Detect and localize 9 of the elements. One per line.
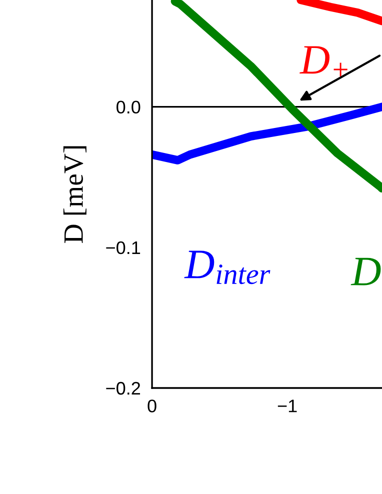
text: D$_{inter}$ [184, 250, 270, 284]
series-label: D [350, 258, 381, 286]
y-tick-label: −0.2 [106, 382, 140, 395]
x-tick-label: −1 [278, 400, 297, 412]
y-axis-title: D [meV] [63, 146, 86, 243]
series-label: D$_{+}$ [300, 46, 348, 76]
y-tick-label: 0.0 [116, 100, 140, 114]
x-tick-label: 0 [148, 400, 156, 412]
y-tick-label: −0.1 [106, 241, 140, 254]
